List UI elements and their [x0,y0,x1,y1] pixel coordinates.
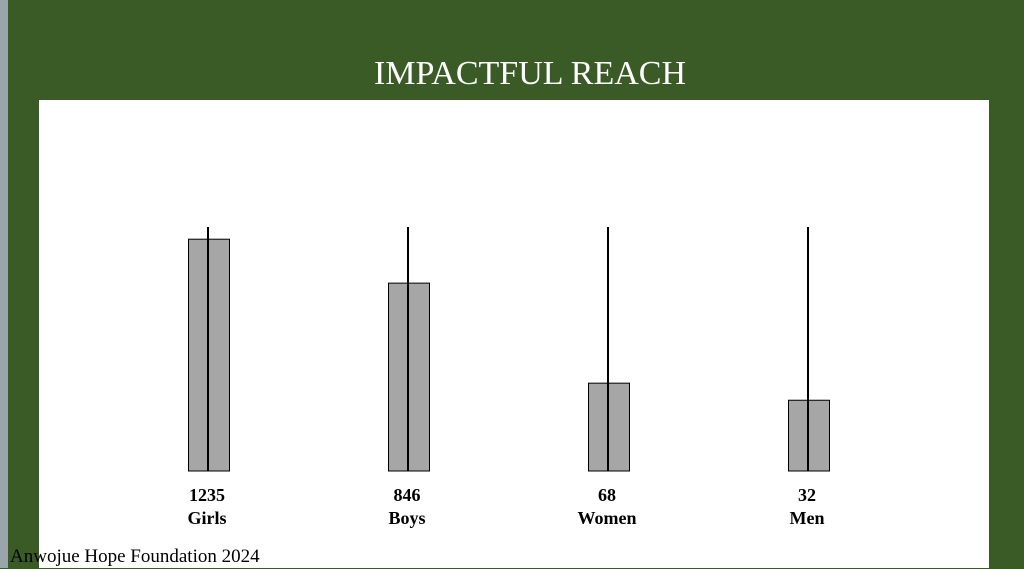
chart-panel: 1235 Girls 846 Boys 68 Women 32 Men [39,100,989,568]
category-label-men: Men [790,508,825,528]
value-label-girls: 1235 [189,485,225,505]
value-label-women: 68 [598,485,616,505]
category-label-boys: Boys [388,508,425,528]
bar-chart: 1235 Girls 846 Boys 68 Women 32 Men [188,227,830,528]
slide-title: IMPACTFUL REACH [373,55,687,92]
category-label-women: Women [577,508,636,528]
category-label-girls: Girls [188,508,227,528]
left-edge-strip [0,0,8,568]
footer-text: Anwojue Hope Foundation 2024 [10,546,260,567]
value-label-men: 32 [798,485,816,505]
value-label-boys: 846 [394,485,421,505]
